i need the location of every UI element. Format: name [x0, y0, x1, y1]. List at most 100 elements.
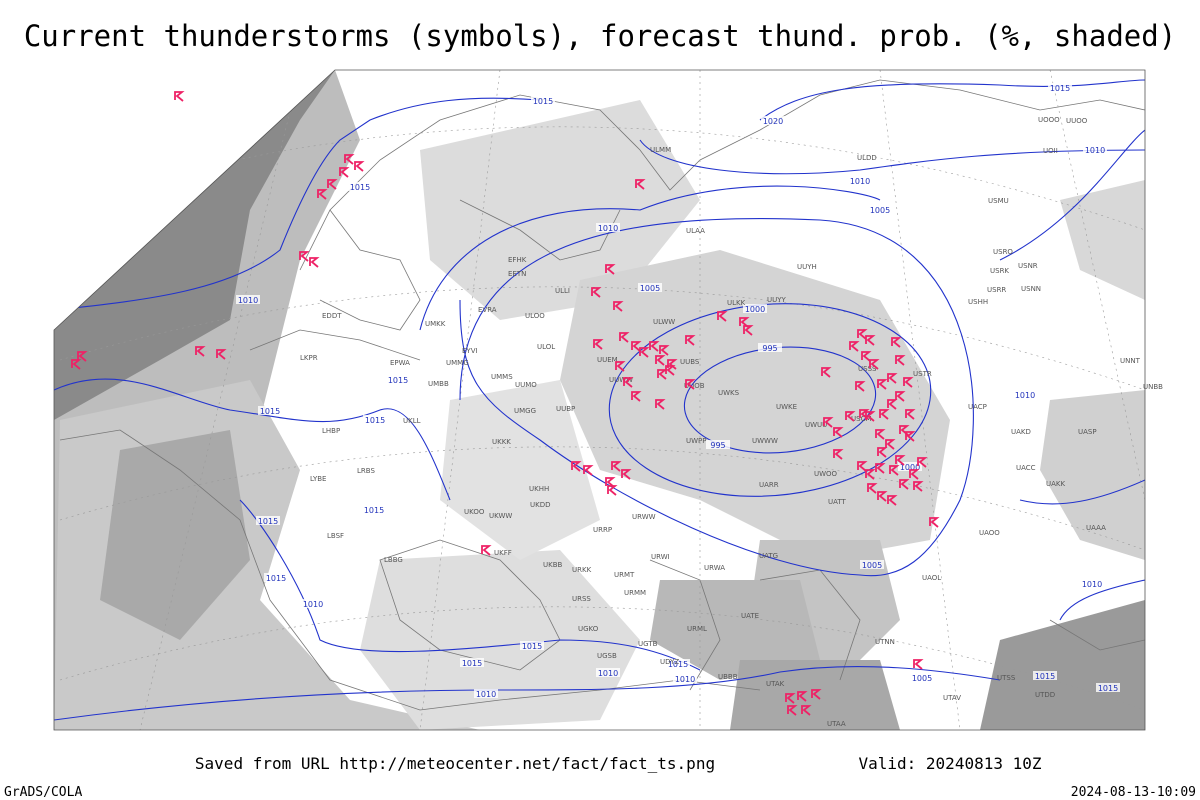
isobar-label: 1015	[364, 506, 384, 515]
label-backdrop	[638, 283, 662, 292]
station-label: UWWW	[752, 437, 778, 445]
valid-time: Valid: 20240813 10Z	[858, 754, 1041, 773]
thunderstorm-symbol	[887, 495, 898, 506]
station-label: UMMG	[446, 359, 469, 367]
thunderstorm-symbol	[605, 264, 616, 275]
station-label: ULKK	[727, 299, 746, 307]
thunderstorm-symbol	[685, 379, 696, 390]
thunderstorm-symbol	[621, 469, 632, 480]
station-label: UUOB	[684, 382, 705, 390]
label-backdrop	[743, 304, 767, 313]
thunderstorm-symbol	[899, 479, 910, 490]
isobar-label: 1010	[850, 177, 870, 186]
station-label: LKPR	[300, 354, 318, 362]
label-backdrop	[256, 516, 280, 525]
thunderstorm-symbol	[739, 317, 750, 328]
station-label: UKKK	[492, 438, 511, 446]
station-label: LBBG	[384, 556, 403, 564]
thunderstorm-symbol	[917, 457, 928, 468]
thunderstorm-symbol	[877, 491, 888, 502]
thunderstorm-symbol	[685, 335, 696, 346]
station-label: USMU	[988, 197, 1009, 205]
station-label: USSS	[858, 365, 877, 373]
label-backdrop	[910, 673, 934, 682]
thunderstorm-symbol	[859, 409, 870, 420]
label-backdrop	[258, 406, 282, 415]
station-label: ULDD	[857, 154, 877, 162]
station-label: EVRA	[478, 306, 497, 314]
label-backdrop	[860, 560, 884, 569]
station-label: EDDT	[322, 312, 342, 320]
label-backdrop	[301, 599, 325, 608]
station-label: UMBB	[428, 380, 449, 388]
thunderstorm-symbol	[785, 693, 796, 704]
isobar-label: 1015	[260, 407, 280, 416]
station-label: URRP	[593, 526, 612, 534]
station-label: UTAA	[827, 720, 846, 728]
thunderstorm-symbol	[354, 161, 365, 172]
station-label: UWKE	[776, 403, 797, 411]
station-label: USRO	[993, 248, 1013, 256]
station-label: UUYH	[797, 263, 817, 271]
isobar-label: 1015	[1035, 672, 1055, 681]
thunderstorm-symbol	[875, 463, 886, 474]
thunderstorm-symbol	[309, 257, 320, 268]
label-backdrop	[1080, 579, 1104, 588]
isobar-label: 1015	[668, 660, 688, 669]
isobar-label: 1010	[1015, 391, 1035, 400]
thunderstorm-symbol	[655, 399, 666, 410]
thunderstorm-symbol	[623, 377, 634, 388]
isobar-label: 1010	[238, 296, 258, 305]
thunderstorm-symbol	[903, 377, 914, 388]
station-label: URML	[687, 625, 707, 633]
thunderstorm-symbol	[195, 346, 206, 357]
thunderstorm-symbol	[869, 359, 880, 370]
thunderstorm-symbol	[889, 465, 900, 476]
station-label: UATG	[759, 552, 778, 560]
station-label: UAOL	[922, 574, 941, 582]
station-label: ULWW	[653, 318, 675, 326]
thunderstorm-symbol	[833, 427, 844, 438]
isobar-label: 1005	[912, 674, 932, 683]
station-label: UWOO	[814, 470, 838, 478]
thunderstorm-symbol	[339, 167, 350, 178]
thunderstorm-symbol	[216, 349, 227, 360]
thunderstorm-symbol	[877, 447, 888, 458]
thunderstorm-symbol	[861, 351, 872, 362]
label-backdrop	[460, 658, 484, 667]
thunderstorm-symbol	[299, 251, 310, 262]
thunderstorm-symbol	[613, 301, 624, 312]
thunderstorm-symbol	[877, 379, 888, 390]
thunderstorm-symbol	[905, 409, 916, 420]
thunderstorm-symbol	[481, 545, 492, 556]
label-backdrop	[531, 96, 555, 105]
station-label: UWPP	[686, 437, 707, 445]
thunderstorm-symbol	[649, 341, 660, 352]
station-label: UUWW	[609, 376, 633, 384]
station-label: UASP	[1078, 428, 1097, 436]
thunderstorm-symbol	[929, 517, 940, 528]
station-label: UOOO	[1038, 116, 1060, 124]
isobar-label: 1010	[598, 669, 618, 678]
station-label: UATT	[828, 498, 847, 506]
station-label: UACC	[1016, 464, 1036, 472]
thunderstorm-symbol	[611, 461, 622, 472]
station-label: UKFF	[494, 549, 512, 557]
thunderstorm-symbol	[327, 179, 338, 190]
thunderstorm-symbol	[631, 391, 642, 402]
station-label: UTNN	[875, 638, 895, 646]
thunderstorm-symbol	[857, 329, 868, 340]
isobar-label: 1010	[476, 690, 496, 699]
station-label: URWW	[632, 513, 656, 521]
station-label: LHBP	[322, 427, 340, 435]
station-label: LYBE	[310, 475, 326, 483]
thunderstorm-symbol	[655, 355, 666, 366]
thunderstorm-symbols	[71, 91, 940, 716]
isobar-label: 1015	[533, 97, 553, 106]
station-label: EETN	[508, 270, 526, 278]
label-backdrop	[673, 674, 697, 683]
station-label: UKBB	[543, 561, 563, 569]
label-backdrop	[474, 689, 498, 698]
station-label: UACP	[968, 403, 987, 411]
isobar-label: 1005	[862, 561, 882, 570]
